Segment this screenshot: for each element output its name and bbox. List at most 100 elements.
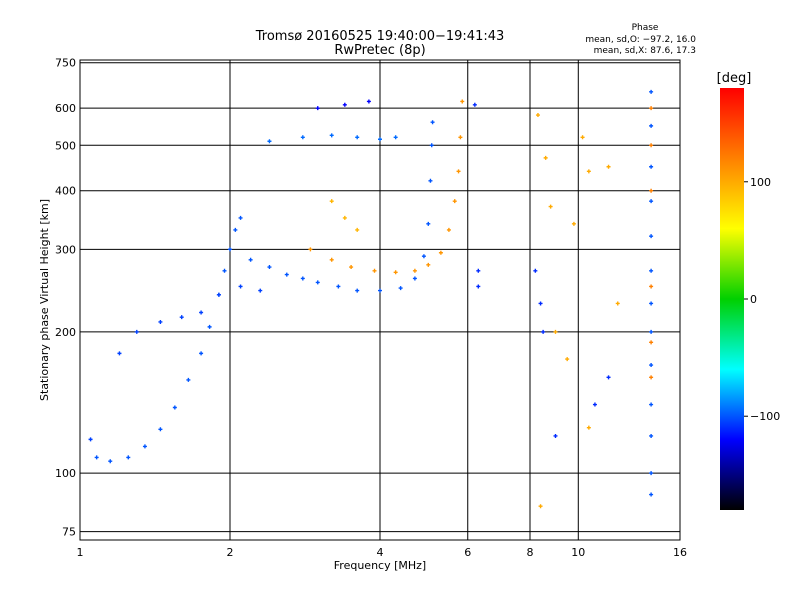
data-point [535,113,540,118]
data-point [548,204,553,209]
data-point [88,437,93,442]
data-point [186,377,191,382]
data-point [649,123,654,128]
data-point [238,284,243,289]
data-points [88,89,654,509]
data-point [476,268,481,273]
data-point [207,324,212,329]
data-point [649,433,654,438]
x-tick-label: 4 [377,546,384,559]
grid-lines [79,60,681,540]
data-point [117,351,122,356]
data-point [543,155,548,160]
data-point [649,188,654,193]
data-point [108,459,113,464]
data-point [248,257,253,262]
data-point [438,250,443,255]
data-point [378,288,382,293]
data-point [233,227,238,232]
x-axis-label: Frequency [MHz] [334,559,426,572]
y-tick-label: 500 [55,139,76,152]
data-point [349,265,354,270]
data-point [538,504,543,509]
data-point [329,133,334,138]
data-point [315,280,320,285]
y-axis-label: Stationary phase Virtual Height [km] [38,199,51,401]
data-point [315,106,320,111]
stats-line-x: mean, sd,X: 87.6, 17.3 [594,46,696,56]
x-tick-label: 10 [571,546,585,559]
data-point [649,471,654,476]
colorbar [720,88,744,510]
data-point [336,284,341,289]
data-point [158,427,163,432]
data-point [606,164,611,169]
data-point [649,143,654,148]
data-point [649,340,654,345]
data-point [412,276,417,281]
data-point [134,329,139,334]
colorbar-tick-label: −100 [750,410,780,423]
data-point [649,106,654,111]
data-point [446,227,451,232]
x-tick-label: 2 [227,546,234,559]
data-point [458,135,463,140]
data-point [649,268,654,273]
data-point [393,135,398,140]
stats-line-o: mean, sd,O: −97.2, 16.0 [585,35,696,45]
y-tick-label: 200 [55,326,76,339]
data-point [649,234,654,239]
data-point [412,268,417,273]
data-point [284,272,289,277]
data-point [308,247,313,252]
data-point [238,215,243,220]
y-tick-labels: 75 100 200 300 400 500 600 750 [55,57,76,539]
y-tick-label: 600 [55,102,76,115]
colorbar-tick-label: 0 [750,293,757,306]
data-point [372,268,377,273]
data-point [393,270,398,275]
y-tick-label: 75 [62,526,76,539]
data-point [216,292,221,297]
data-point [538,301,543,306]
data-point [430,120,435,125]
data-point [533,268,538,273]
data-point [565,357,570,362]
data-point [472,102,477,107]
data-point [649,375,654,380]
data-point [222,268,227,273]
data-point [355,227,360,232]
data-point [366,99,371,104]
data-point [580,135,585,140]
data-point [456,169,461,174]
data-point [460,99,465,104]
data-point [649,402,654,407]
x-tick-labels: 1 2 4 6 8 10 16 [77,546,688,559]
colorbar-label: [deg] [717,71,752,86]
colorbar-ticks: 100 0 −100 [744,176,780,423]
colorbar-tick-label: 100 [750,176,771,189]
stats-heading: Phase [632,23,659,33]
x-tick-label: 16 [673,546,687,559]
data-point [199,310,204,315]
data-point [571,221,576,226]
data-point [228,247,232,252]
data-point [142,444,147,449]
data-point [342,215,347,220]
x-tick-label: 1 [77,546,84,559]
data-point [649,89,654,94]
data-point [172,405,177,410]
data-point [649,363,654,368]
data-point [267,139,272,144]
data-point [592,402,597,407]
data-point [553,433,558,438]
data-point [606,375,611,380]
data-point [329,199,334,204]
x-tick-label: 6 [464,546,471,559]
data-point [426,221,431,226]
data-point [586,169,591,174]
data-point [649,199,654,204]
y-tick-label: 400 [55,185,76,198]
y-tick-label: 750 [55,57,76,70]
